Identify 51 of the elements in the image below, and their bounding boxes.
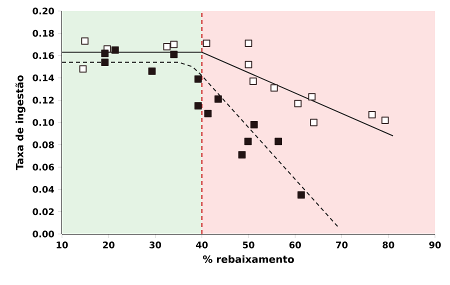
x-axis-title: % rebaixamento [202, 255, 294, 263]
x-tick-label: 50 [242, 242, 254, 248]
point [310, 118, 318, 126]
x-tick-label: 10 [56, 242, 68, 248]
point [270, 84, 278, 92]
line-series [61, 62, 340, 229]
point [244, 138, 252, 146]
point [111, 46, 119, 54]
point [244, 60, 252, 68]
x-tick-label: 30 [150, 242, 162, 248]
point [249, 78, 257, 85]
point [163, 42, 171, 50]
y-axis-title: Taxa de ingestão [15, 75, 26, 170]
x-tick-label: 60 [289, 242, 301, 248]
point [101, 50, 109, 58]
y-tick-label: 0.08 [32, 141, 54, 148]
y-tick-label: 0.02 [32, 208, 54, 216]
y-tick-label: 0.10 [32, 119, 54, 126]
point [297, 191, 305, 199]
point [194, 75, 202, 83]
point [214, 95, 222, 103]
point [170, 40, 178, 48]
point [81, 37, 89, 45]
point [79, 65, 87, 73]
point [101, 58, 109, 66]
x-tick-label: 80 [382, 242, 394, 248]
point [244, 40, 252, 48]
point [194, 102, 202, 110]
y-tick-label: 0.18 [32, 30, 54, 37]
y-tick-label: 0.20 [32, 8, 54, 14]
y-tick-label: 0.12 [32, 96, 54, 104]
y-tick-label: 0.14 [32, 74, 54, 82]
point [170, 50, 178, 58]
point [308, 93, 316, 101]
y-tick-label: 0.16 [32, 52, 54, 60]
y-tick-label: 0.04 [32, 186, 54, 193]
point [250, 121, 258, 128]
x-tick-label: 90 [429, 242, 441, 248]
point [238, 151, 246, 159]
x-tick-label: 20 [103, 242, 114, 248]
x-tick-label: 40 [196, 242, 208, 248]
point [381, 116, 389, 124]
y-tick-label: 0.00 [32, 230, 54, 238]
point [148, 68, 156, 75]
point [368, 110, 376, 118]
point [202, 40, 210, 48]
point [294, 100, 302, 108]
point [204, 110, 212, 118]
y-tick-label: 0.06 [32, 164, 54, 171]
point [274, 138, 282, 146]
x-tick-label: 70 [336, 242, 348, 248]
